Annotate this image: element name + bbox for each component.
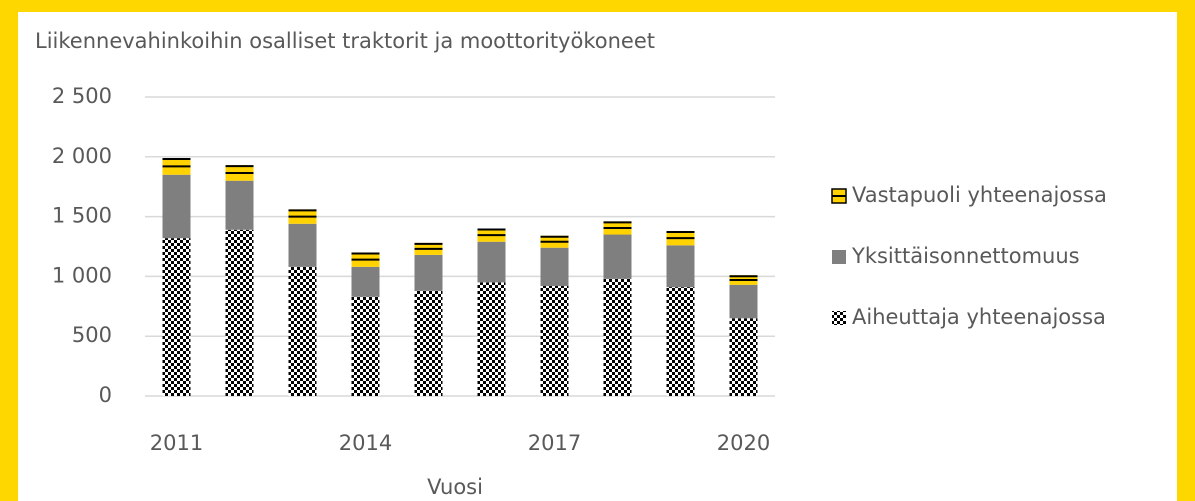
y-tick-label: 1 500 — [52, 204, 112, 228]
bar-fill — [477, 241, 506, 283]
bar-segment — [225, 180, 254, 230]
bar-fill — [288, 223, 317, 267]
x-tick-label: 2020 — [717, 431, 770, 455]
legend-swatch — [832, 250, 846, 264]
bar-segment — [603, 278, 632, 396]
bar-segment — [540, 235, 569, 248]
bar-fill — [729, 284, 758, 319]
bar-fill — [288, 266, 317, 396]
bar-segment — [288, 223, 317, 267]
bar-fill — [162, 238, 191, 396]
bar-fill — [414, 290, 443, 396]
bar-fill — [540, 247, 569, 286]
bar-segment — [351, 266, 380, 297]
bar-fill — [351, 296, 380, 396]
bar-segment — [729, 318, 758, 396]
bar-fill — [666, 245, 695, 288]
bar-segment — [729, 275, 758, 285]
bar-segment — [414, 242, 443, 255]
bar-fill — [225, 229, 254, 396]
bar-segment — [225, 229, 254, 396]
legend-swatch — [832, 311, 846, 325]
bar-segment — [162, 238, 191, 396]
bar-fill — [603, 278, 632, 396]
bar-segment — [288, 209, 317, 224]
bar-fill — [225, 180, 254, 230]
y-tick-label: 1 000 — [52, 263, 112, 287]
bar-fill — [414, 254, 443, 291]
bar-segment — [540, 247, 569, 286]
y-tick-label: 2 500 — [52, 84, 112, 108]
y-tick-label: 2 000 — [52, 144, 112, 168]
x-axis-label: Vuosi — [427, 475, 483, 499]
bar-segment — [477, 282, 506, 396]
bar-segment — [666, 230, 695, 246]
bar-fill — [351, 266, 380, 297]
bar-segment — [477, 228, 506, 242]
bar-segment — [288, 266, 317, 396]
bar-fill — [729, 318, 758, 396]
x-tick-label: 2017 — [528, 431, 581, 455]
bar-segment — [162, 174, 191, 239]
y-tick-label: 500 — [72, 323, 112, 347]
bar-segment — [666, 287, 695, 396]
bar-segment — [225, 165, 254, 181]
bar-segment — [351, 296, 380, 396]
bar-fill — [666, 287, 695, 396]
panel — [18, 12, 1177, 501]
bar-fill — [477, 282, 506, 396]
bar-segment — [414, 290, 443, 396]
legend-label: Vastapuoli yhteenajossa — [852, 183, 1107, 207]
bar-segment — [603, 234, 632, 279]
y-tick-label: 0 — [99, 383, 112, 407]
bar-segment — [351, 252, 380, 267]
bar-segment — [477, 241, 506, 283]
legend-label: Aiheuttaja yhteenajossa — [852, 305, 1106, 329]
bar-segment — [162, 157, 191, 175]
bar-segment — [414, 254, 443, 291]
x-tick-label: 2011 — [150, 431, 203, 455]
x-tick-label: 2014 — [339, 431, 392, 455]
bar-fill — [162, 174, 191, 239]
bar-fill — [540, 285, 569, 396]
bar-segment — [666, 245, 695, 288]
legend-label: Yksittäisonnettomuus — [851, 244, 1080, 268]
bar-fill — [603, 234, 632, 279]
bar-segment — [729, 284, 758, 319]
bar-segment — [540, 285, 569, 396]
chart-title: Liikennevahinkoihin osalliset traktorit … — [35, 29, 655, 53]
bar-segment — [603, 221, 632, 235]
